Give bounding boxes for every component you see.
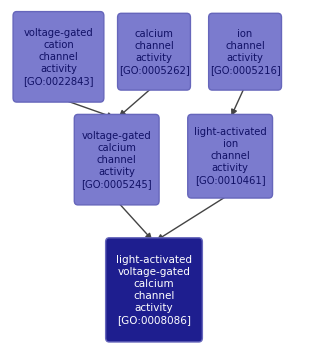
FancyBboxPatch shape (209, 13, 281, 90)
FancyBboxPatch shape (106, 238, 202, 342)
Text: light-activated
ion
channel
activity
[GO:0010461]: light-activated ion channel activity [GO… (194, 127, 267, 185)
Text: ion
channel
activity
[GO:0005216]: ion channel activity [GO:0005216] (210, 29, 281, 75)
FancyBboxPatch shape (74, 114, 159, 205)
Text: light-activated
voltage-gated
calcium
channel
activity
[GO:0008086]: light-activated voltage-gated calcium ch… (116, 255, 192, 325)
FancyBboxPatch shape (118, 13, 190, 90)
Text: voltage-gated
calcium
channel
activity
[GO:0005245]: voltage-gated calcium channel activity [… (81, 131, 152, 188)
FancyBboxPatch shape (188, 114, 272, 198)
Text: voltage-gated
cation
channel
activity
[GO:0022843]: voltage-gated cation channel activity [G… (23, 28, 94, 86)
Text: calcium
channel
activity
[GO:0005262]: calcium channel activity [GO:0005262] (118, 29, 189, 75)
FancyBboxPatch shape (13, 11, 104, 102)
